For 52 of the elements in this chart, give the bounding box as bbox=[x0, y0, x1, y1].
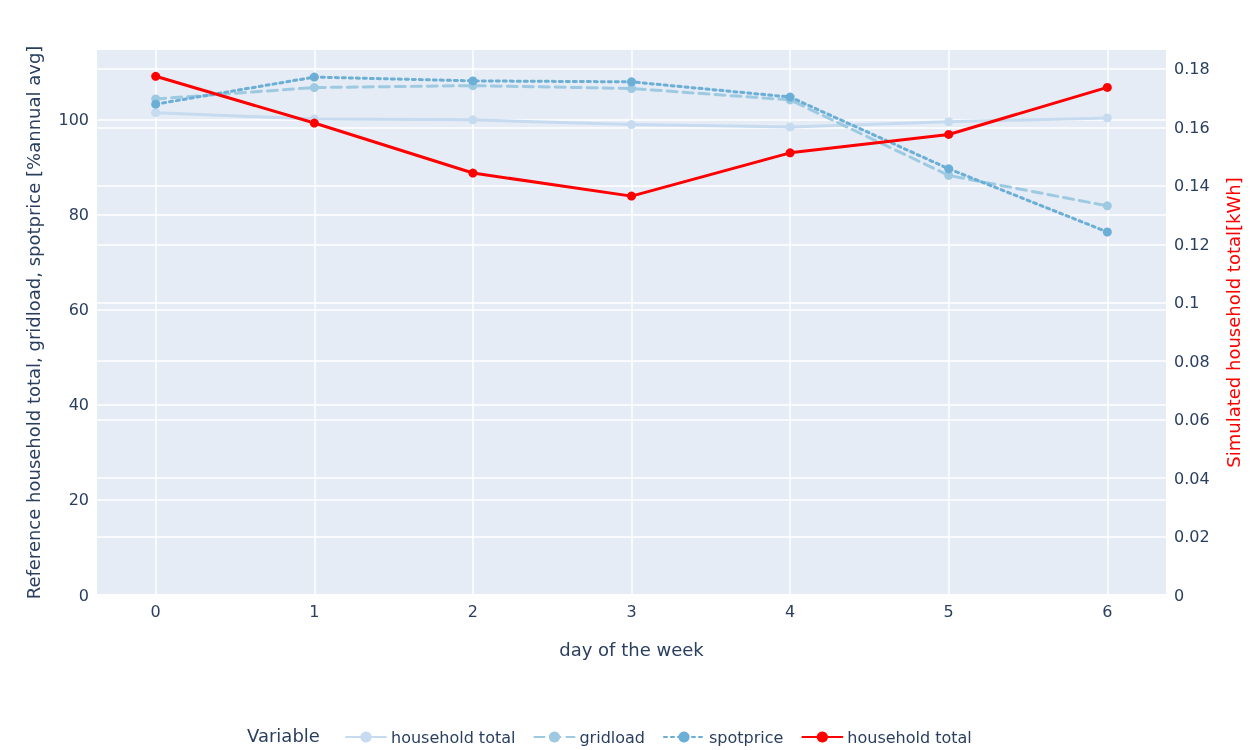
point bbox=[1102, 82, 1112, 92]
y-tick-label: 80 bbox=[68, 205, 89, 225]
x-axis-title: day of the week bbox=[559, 638, 705, 660]
point bbox=[151, 71, 161, 81]
y2-tick-label: 0.06 bbox=[1174, 410, 1210, 430]
x-tick-label: 6 bbox=[1102, 601, 1113, 621]
y2-tick-label: 0.1 bbox=[1174, 293, 1200, 313]
y-tick-label: 100 bbox=[58, 110, 89, 130]
legend-title: Variable bbox=[247, 724, 320, 746]
point bbox=[785, 148, 795, 158]
point bbox=[1102, 201, 1112, 211]
y-tick-label: 60 bbox=[68, 300, 89, 320]
x-tick-label: 4 bbox=[785, 601, 796, 621]
x-tick-label: 2 bbox=[467, 601, 478, 621]
y2-tick-label: 0.02 bbox=[1174, 527, 1210, 547]
y-tick-label: 40 bbox=[68, 395, 89, 415]
y2-tick-label: 0.04 bbox=[1174, 468, 1210, 488]
point bbox=[151, 99, 161, 109]
point bbox=[309, 118, 319, 128]
point bbox=[468, 168, 478, 178]
y-tick-label: 20 bbox=[68, 490, 89, 510]
point bbox=[627, 77, 636, 87]
point bbox=[468, 115, 478, 125]
y2-tick-label: 0.08 bbox=[1174, 351, 1210, 371]
legend-label: household total bbox=[391, 727, 516, 747]
point bbox=[944, 164, 954, 174]
x-tick-label: 3 bbox=[626, 601, 637, 621]
y-tick-label: 0 bbox=[78, 585, 89, 605]
point bbox=[468, 76, 478, 86]
point bbox=[627, 191, 636, 201]
legend-label: household total bbox=[847, 727, 972, 747]
x-tick-label: 5 bbox=[943, 601, 954, 621]
y2-tick-label: 0.14 bbox=[1174, 176, 1210, 196]
y2-axis-title: Simulated household total[kWh] bbox=[1222, 177, 1244, 468]
point bbox=[1102, 227, 1112, 237]
y2-tick-label: 0.16 bbox=[1174, 117, 1210, 137]
x-tick-label: 0 bbox=[150, 601, 161, 621]
point bbox=[151, 108, 161, 118]
y2-tick-label: 0.12 bbox=[1174, 234, 1210, 254]
point bbox=[944, 129, 954, 139]
legend-label: spotprice bbox=[708, 727, 784, 747]
point bbox=[309, 72, 319, 82]
point bbox=[627, 120, 636, 130]
y-axis-title: Reference household total, gridload, spotprice [%annual avg] bbox=[22, 45, 44, 600]
y2-tick-label: 0.18 bbox=[1174, 59, 1210, 79]
y2-tick-label: 0 bbox=[1174, 585, 1185, 605]
legend-label: gridload bbox=[579, 727, 645, 747]
x-tick-label: 1 bbox=[309, 601, 320, 621]
point bbox=[309, 83, 319, 93]
point bbox=[1102, 113, 1112, 123]
point bbox=[944, 117, 954, 127]
point bbox=[785, 122, 795, 132]
